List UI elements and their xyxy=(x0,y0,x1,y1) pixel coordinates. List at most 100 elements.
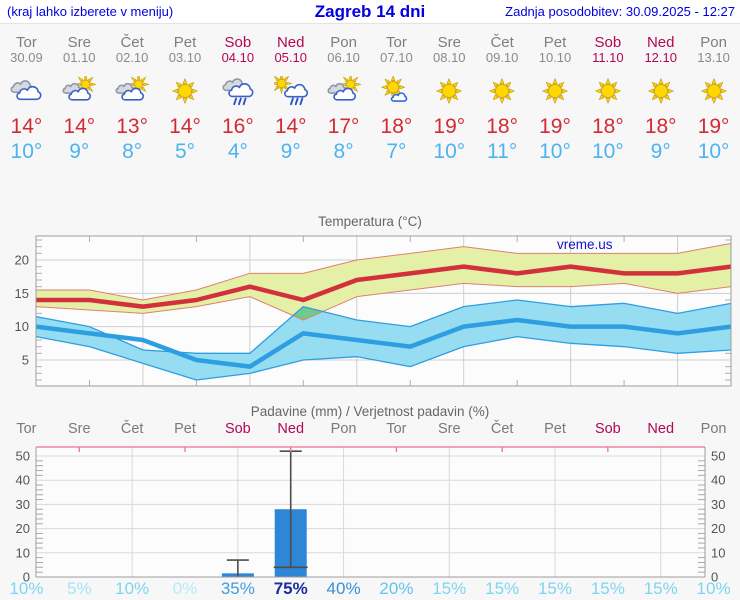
day-date-label: 06.10 xyxy=(327,50,360,65)
min-temp-label: 8° xyxy=(333,140,354,163)
forecast-day: Pet 10.10 19° 10° xyxy=(529,24,582,164)
day-name-label: Sre xyxy=(437,34,461,51)
forecast-day: Čet 09.10 18° 11° xyxy=(476,24,529,164)
forecast-strip: Tor 30.09 14° 10° Sre 01.10 14° 9° Čet 0… xyxy=(0,24,740,164)
sunny-icon xyxy=(581,76,634,110)
forecast-day: Tor 07.10 18° 7° xyxy=(370,24,423,164)
precip-probability-label: 0% xyxy=(172,579,198,598)
forecast-day: Pet 03.10 14° 5° xyxy=(159,24,212,164)
precip-day-label: Tor xyxy=(16,421,37,437)
day-name-label: Čet xyxy=(120,34,144,51)
day-name-label: Sre xyxy=(67,34,91,51)
precip-probability-row: 10% 5% 10% 0% 35% 75% 40% 20% 15% 15% 15% 15% 15% 10% xyxy=(0,579,740,599)
min-temp-label: 9° xyxy=(69,140,90,163)
precip-day-label: Pet xyxy=(544,421,566,437)
day-date-label: 09.10 xyxy=(485,50,519,65)
min-temp-label: 10° xyxy=(10,140,43,163)
day-date-label: 01.10 xyxy=(63,50,96,65)
rain-icon xyxy=(211,76,264,110)
precip-minor-ticks xyxy=(36,460,705,573)
forecast-day: Sre 08.10 19° 10° xyxy=(423,24,476,164)
precip-probability-label: 40% xyxy=(326,579,361,598)
precip-probability-label: 15% xyxy=(432,579,467,598)
temperature-chart: 5 10 15 20 xyxy=(15,235,732,387)
min-temp-label: 9° xyxy=(650,140,671,163)
cloudy-icon xyxy=(0,76,53,110)
precip-probability-label: 15% xyxy=(537,579,572,598)
precip-probability-label: 35% xyxy=(220,579,255,598)
day-name-label: Sob xyxy=(224,34,252,51)
forecast-day: Sob 11.10 18° 10° xyxy=(581,24,634,164)
svg-text:30: 30 xyxy=(711,497,725,512)
watermark-link[interactable]: vreme.us xyxy=(557,237,613,252)
day-name-label: Čet xyxy=(490,34,514,51)
day-name-label: Ned xyxy=(646,34,675,51)
max-temp-label: 13° xyxy=(116,115,149,138)
day-name-label: Pet xyxy=(173,34,197,51)
day-name-label: Sob xyxy=(594,34,622,51)
svg-text:20: 20 xyxy=(711,521,725,536)
precip-y-labels-left: 0 10 20 30 40 50 xyxy=(16,449,30,583)
forecast-day: Sob 04.10 16° 4° xyxy=(211,24,264,164)
day-date-label: 08.10 xyxy=(433,50,466,65)
precip-axes xyxy=(35,447,706,578)
day-date-label: 12.10 xyxy=(644,50,677,65)
max-temp-label: 19° xyxy=(697,115,730,138)
max-temp-label: 14° xyxy=(169,115,201,138)
svg-text:10: 10 xyxy=(15,319,29,334)
max-temp-label: 18° xyxy=(591,115,624,138)
day-date-label: 30.09 xyxy=(10,50,43,65)
day-date-label: 10.10 xyxy=(538,50,572,65)
sunny-icon xyxy=(159,76,212,110)
min-temp-label: 10° xyxy=(697,140,730,163)
precip-probability-label: 20% xyxy=(379,579,414,598)
mostly-sunny-icon xyxy=(370,76,423,110)
precipitation-chart: 0 10 20 30 40 50 0 10 20 30 40 50 xyxy=(16,446,725,583)
svg-text:50: 50 xyxy=(711,449,725,464)
day-date-label: 02.10 xyxy=(115,50,149,65)
svg-text:10: 10 xyxy=(16,545,30,560)
forecast-day: Sre 01.10 14° 9° xyxy=(53,24,106,164)
svg-text:15: 15 xyxy=(15,286,29,301)
min-temp-label: 10° xyxy=(591,140,624,163)
sun-rain-icon xyxy=(264,76,317,110)
day-name-label: Pon xyxy=(330,34,357,51)
plot-background xyxy=(36,447,705,577)
min-temp-line xyxy=(35,317,732,369)
precip-probability-label: 10% xyxy=(115,579,150,598)
precip-day-label: Sob xyxy=(594,421,621,437)
precip-day-label: Čet xyxy=(120,421,144,437)
day-date-label: 07.10 xyxy=(380,50,413,65)
min-temp-label: 9° xyxy=(280,140,301,163)
temp-y-axis-labels: 5 10 15 20 xyxy=(15,253,29,368)
precip-day-label: Ned xyxy=(647,421,675,437)
precip-probability-label: 75% xyxy=(273,579,308,598)
precip-probability-label: 15% xyxy=(590,579,625,598)
day-name-label: Pet xyxy=(543,34,567,51)
precip-y-labels-right: 0 10 20 30 40 50 xyxy=(711,449,725,583)
precip-day-label: Sre xyxy=(437,421,461,437)
precip-top-border xyxy=(36,446,705,452)
precip-day-label: Čet xyxy=(490,421,514,437)
svg-text:50: 50 xyxy=(16,449,30,464)
max-temp-label: 14° xyxy=(10,115,43,138)
precip-chart-title: Padavine (mm) / Verjetnost padavin (%) xyxy=(250,404,490,419)
sunny-icon xyxy=(423,76,476,110)
max-temp-label: 18° xyxy=(380,115,413,138)
precip-day-label: Tor xyxy=(386,421,407,437)
menu-hint: (kraj lahko izberete v meniju) xyxy=(7,4,174,19)
temp-chart-title: Temperatura (°C) xyxy=(318,214,422,229)
partly-cloudy-icon xyxy=(106,76,159,110)
sunny-icon xyxy=(634,76,687,110)
forecast-day: Pon 13.10 19° 10° xyxy=(687,24,740,164)
precip-day-label: Pon xyxy=(330,421,357,437)
max-temp-line xyxy=(36,264,732,309)
topbar: (kraj lahko izberete v meniju) Zagreb 14… xyxy=(0,0,740,24)
precip-day-label: Pon xyxy=(700,421,727,437)
day-name-label: Pon xyxy=(700,34,727,51)
partly-cloudy-icon xyxy=(317,76,370,110)
max-temp-band xyxy=(36,243,731,320)
min-temp-label: 10° xyxy=(433,140,466,163)
svg-text:0: 0 xyxy=(711,570,718,583)
